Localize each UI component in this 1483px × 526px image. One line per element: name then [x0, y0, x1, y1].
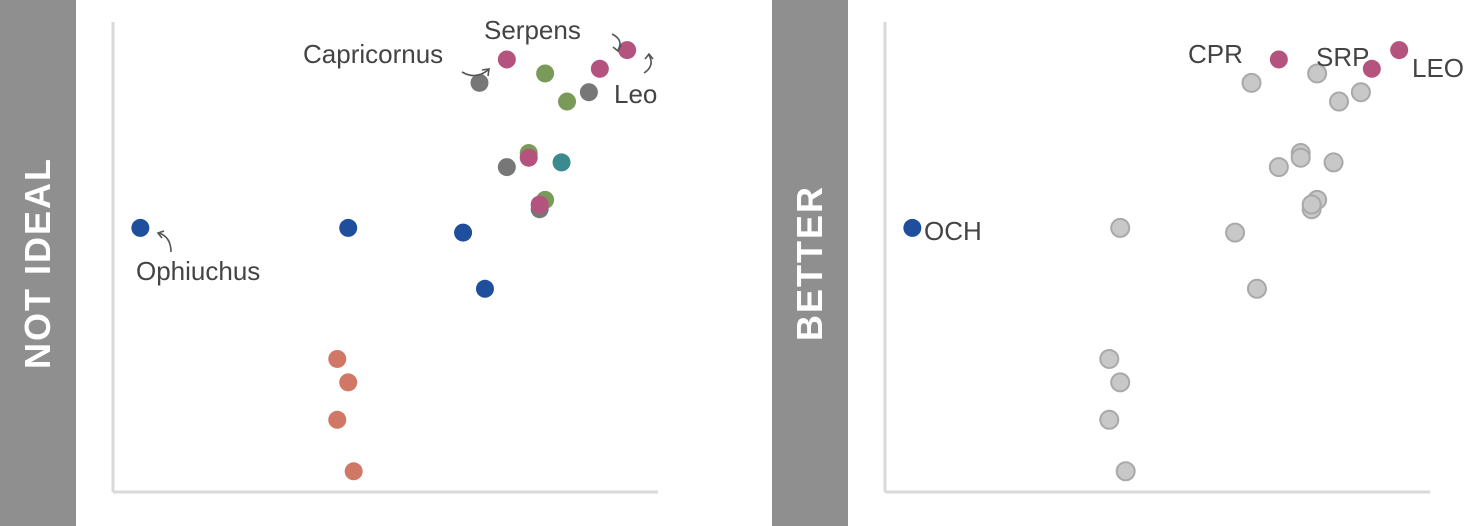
right-series-0-point-15 — [1323, 152, 1344, 173]
left-series-1-point-2 — [328, 410, 347, 429]
right-series-0-point-0 — [1110, 217, 1131, 238]
left-series-3-point-0 — [470, 73, 489, 92]
better-band: BETTER — [772, 0, 848, 526]
right-series-2-point-2 — [1362, 59, 1381, 78]
right-series-2-point-1 — [1390, 41, 1409, 60]
right-series-0-point-12 — [1350, 82, 1371, 103]
right-series-0-point-6 — [1115, 461, 1136, 482]
left-series-1-point-3 — [344, 462, 363, 481]
right-series-0-point-7 — [1307, 63, 1328, 84]
annotation-arrows — [156, 33, 654, 253]
left-series-1-point-0 — [328, 349, 347, 368]
left-series-3-point-1 — [579, 83, 598, 102]
left-series-2-point-1 — [558, 92, 577, 111]
serpens-arrowhead — [612, 44, 622, 53]
right-series-0-point-2 — [1246, 278, 1267, 299]
annotation-leo-right: LEO — [1412, 53, 1464, 83]
left-series-0-point-3 — [475, 279, 494, 298]
right-series-0-point-17 — [1301, 194, 1322, 215]
left-series-0-point-0 — [131, 218, 150, 237]
right-series-0-point-13 — [1268, 157, 1289, 178]
annotation-cpr: CPR — [1188, 39, 1243, 69]
leo-arrowhead — [644, 52, 654, 60]
left-series-5-point-1 — [618, 41, 637, 60]
left-series-1-point-1 — [339, 373, 358, 392]
ophiuchus-arrowhead — [156, 230, 165, 239]
left-series-5-point-4 — [530, 195, 549, 214]
left-axes — [111, 22, 658, 494]
left-series-0-point-2 — [454, 223, 473, 242]
right-points — [903, 41, 1409, 482]
right-axes — [883, 22, 1430, 494]
not-ideal-band: NOT IDEAL — [0, 0, 76, 526]
annotation-serpens: Serpens — [484, 15, 581, 45]
annotation-ophiuchus: Ophiuchus — [136, 256, 260, 286]
right-series-0-point-4 — [1110, 372, 1131, 393]
annotation-srp: SRP — [1316, 42, 1369, 72]
ophiuchus-arrow — [158, 232, 172, 253]
left-series-5-point-2 — [590, 59, 609, 78]
right-series-1-point-0 — [903, 218, 922, 237]
right-series-0-point-1 — [1225, 222, 1246, 243]
left-series-2-point-0 — [536, 64, 555, 83]
leo-arrow — [643, 54, 652, 74]
left-series-5-point-0 — [497, 50, 516, 69]
right-series-0-point-11 — [1241, 72, 1262, 93]
right-series-2-point-0 — [1269, 50, 1288, 69]
capricornus-arrowhead — [481, 68, 490, 77]
right-series-0-point-5 — [1099, 409, 1120, 430]
annotation-och: OCH — [924, 216, 982, 246]
left-points — [131, 41, 637, 481]
left-series-0-point-1 — [339, 218, 358, 237]
right-series-0-point-3 — [1099, 348, 1120, 369]
capricornus-arrow — [461, 69, 489, 77]
left-series-5-point-3 — [519, 148, 538, 167]
left-series-3-point-2 — [497, 158, 516, 177]
left-series-4-point-0 — [552, 153, 571, 172]
right-series-0-point-8 — [1329, 91, 1350, 112]
annotation-leo: Leo — [614, 79, 657, 109]
annotation-capricornus: Capricornus — [303, 39, 443, 69]
right-series-0-point-16 — [1290, 147, 1311, 168]
